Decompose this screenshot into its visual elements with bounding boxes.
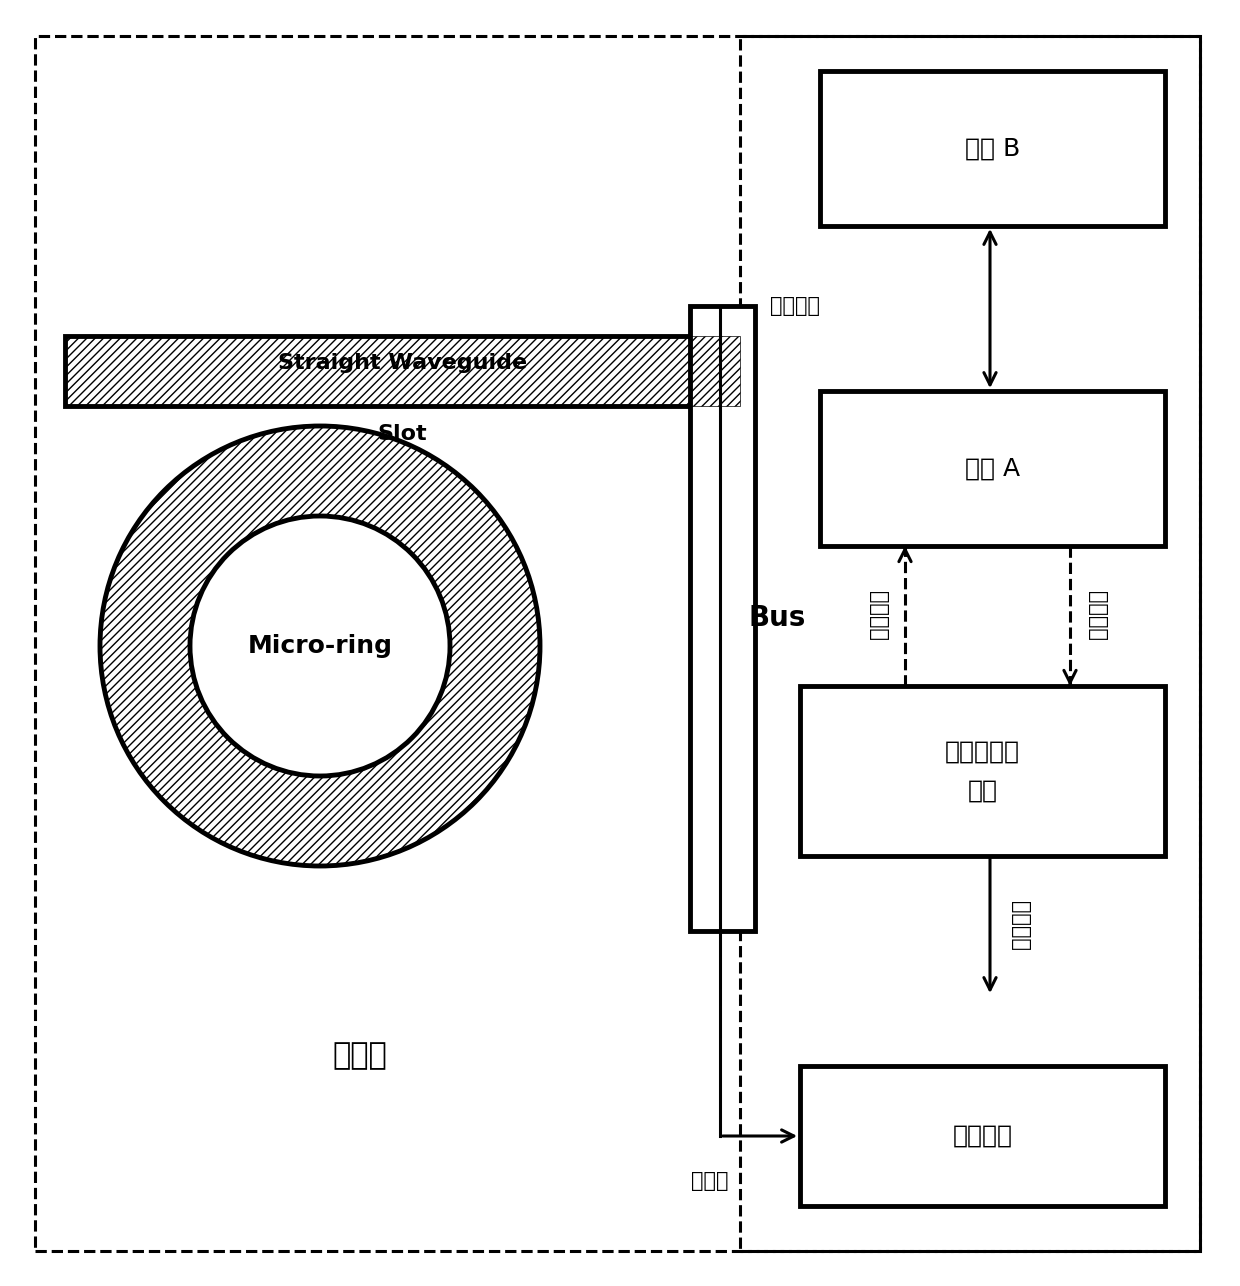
Bar [689,306,755,931]
Text: 接口转换: 接口转换 [1011,901,1030,952]
Text: 医院 A: 医院 A [965,457,1021,481]
Text: Bus: Bus [749,604,806,633]
Text: Slot: Slot [378,424,428,444]
Bar [820,71,1166,226]
Text: Micro-ring: Micro-ring [248,634,393,658]
Bar [740,36,1200,1251]
Text: 用户端: 用户端 [332,1042,387,1070]
Text: 光电转换: 光电转换 [952,1124,1013,1148]
Text: Straight Waveguide: Straight Waveguide [278,352,527,373]
Text: 互联网信息
上传: 互联网信息 上传 [945,739,1021,802]
Text: 诊断反馈: 诊断反馈 [1087,592,1107,640]
Text: 医院 B: 医院 B [965,136,1021,161]
Bar [820,391,1166,547]
Bar [800,685,1166,856]
Circle shape [190,516,450,775]
Bar [64,336,740,406]
Circle shape [100,426,539,865]
Bar [800,1066,1166,1206]
Text: 光信号: 光信号 [691,1172,729,1191]
Text: 光纤互联: 光纤互联 [770,296,820,316]
Text: 信息上传: 信息上传 [868,592,888,640]
Bar [64,336,740,406]
